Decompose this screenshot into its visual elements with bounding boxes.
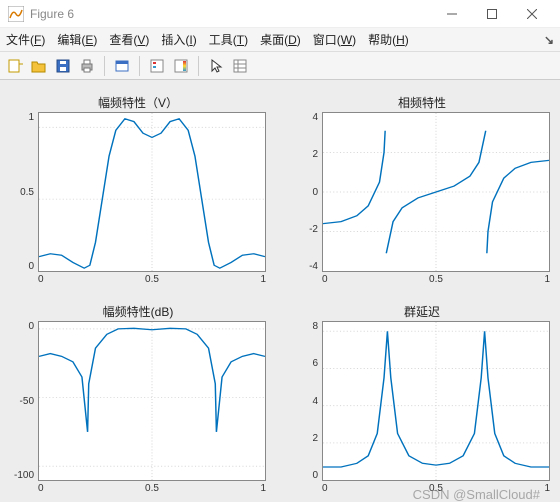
close-button[interactable] [512, 0, 552, 28]
subplot-2: 幅频特性(dB) 0-50-100 00.51 [10, 303, 266, 494]
x-ticks: 00.51 [38, 481, 266, 494]
x-ticks: 00.51 [322, 272, 550, 285]
toolbar-separator [104, 56, 105, 76]
subplot-3: 群延迟86420 00.51 [294, 303, 550, 494]
print-button[interactable] [76, 55, 98, 77]
watermark: CSDN @SmallCloud# [413, 487, 540, 502]
menu-h[interactable]: 帮助(H) [368, 33, 409, 47]
property-editor-button[interactable] [229, 55, 251, 77]
axes-box[interactable] [322, 112, 550, 272]
subplot-title: 相频特性 [294, 94, 550, 108]
legend-button[interactable] [146, 55, 168, 77]
menu-i[interactable]: 插入(I) [161, 33, 196, 47]
menu-t[interactable]: 工具(T) [209, 33, 248, 47]
subplot-1: 相频特性 420-2-4 00.51 [294, 94, 550, 285]
minimize-button[interactable] [432, 0, 472, 28]
menu-d[interactable]: 桌面(D) [260, 33, 301, 47]
menu-w[interactable]: 窗口(W) [313, 33, 356, 47]
menu-f[interactable]: 文件(F) [6, 33, 45, 47]
title-bar: Figure 6 [0, 0, 560, 28]
menu-e[interactable]: 编辑(E) [57, 33, 97, 47]
y-ticks: 10.50 [10, 112, 38, 272]
menu-bar: 文件(F) 编辑(E) 查看(V) 插入(I) 工具(T) 桌面(D) 窗口(W) 帮助(H)… [0, 28, 560, 52]
open-button[interactable] [28, 55, 50, 77]
plot-area: 幅频特性（V）10.50 00.51相频特性420-2-4 00.51幅频特性(… [0, 80, 560, 502]
axes-box[interactable] [322, 321, 550, 481]
axes-box[interactable] [38, 112, 266, 272]
subplot-title: 幅频特性（V） [10, 94, 266, 108]
subplot-title: 群延迟 [294, 303, 550, 317]
menu-v[interactable]: 查看(V) [109, 33, 149, 47]
subplot-title: 幅频特性(dB) [10, 303, 266, 317]
inspect-button[interactable] [111, 55, 133, 77]
matlab-figure-icon [8, 6, 24, 22]
toolbar-separator [139, 56, 140, 76]
toolbar-separator [198, 56, 199, 76]
save-button[interactable] [52, 55, 74, 77]
colorbar-button[interactable] [170, 55, 192, 77]
y-ticks: 420-2-4 [294, 112, 322, 272]
x-ticks: 00.51 [38, 272, 266, 285]
new-figure-button[interactable] [4, 55, 26, 77]
window-title: Figure 6 [30, 7, 432, 21]
pointer-button[interactable] [205, 55, 227, 77]
toolbar [0, 52, 560, 80]
maximize-button[interactable] [472, 0, 512, 28]
y-ticks: 86420 [294, 321, 322, 481]
menu-dropdown-icon[interactable]: ↘ [544, 33, 554, 47]
subplot-0: 幅频特性（V） 10.50 00.51 [10, 94, 266, 285]
axes-box[interactable] [38, 321, 266, 481]
y-ticks: 0-50-100 [10, 321, 38, 481]
